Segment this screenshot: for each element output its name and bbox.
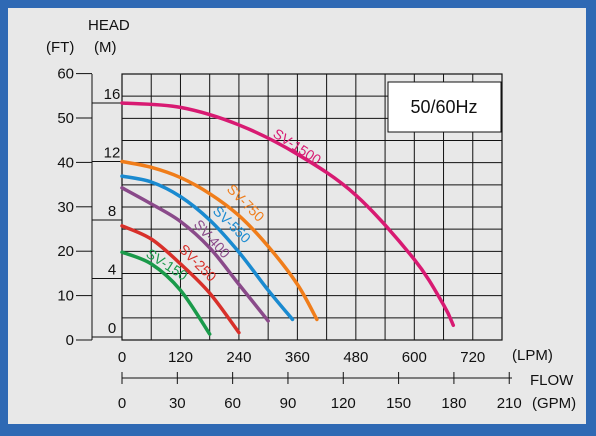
lpm-tick-label: 720 xyxy=(460,349,485,366)
gpm-tick-label: 210 xyxy=(497,395,522,412)
sv-750-curve xyxy=(120,159,319,322)
ft-tick-label: 30 xyxy=(57,199,74,216)
gpm-tick-label: 120 xyxy=(331,395,356,412)
lpm-tick-label: 120 xyxy=(168,349,193,366)
sv-150-curve xyxy=(120,250,212,336)
m-unit-label: (M) xyxy=(94,39,117,56)
m-tick-label: 4 xyxy=(108,262,116,279)
sv-550-curve xyxy=(120,174,295,322)
gpm-tick-label: 30 xyxy=(169,395,186,412)
m-tick-label: 8 xyxy=(108,203,116,220)
lpm-tick-label: 480 xyxy=(343,349,368,366)
head-axis-title: HEAD xyxy=(88,17,130,34)
sv-250-curve xyxy=(120,224,241,335)
gpm-tick-label: 0 xyxy=(118,395,126,412)
gpm-tick-label: 150 xyxy=(386,395,411,412)
plot-frame xyxy=(121,73,503,341)
lpm-unit-label: (LPM) xyxy=(512,347,553,364)
ft-tick-label: 20 xyxy=(57,243,74,260)
ft-tick-label: 0 xyxy=(66,332,74,349)
ft-tick-label: 40 xyxy=(57,154,74,171)
flow-axis-title: FLOW xyxy=(530,372,574,389)
frequency-box xyxy=(387,81,502,133)
lpm-tick-label: 240 xyxy=(226,349,251,366)
gpm-tick-label: 90 xyxy=(280,395,297,412)
lpm-tick-label: 360 xyxy=(285,349,310,366)
lpm-tick-label: 0 xyxy=(118,349,126,366)
gpm-tick-label: 60 xyxy=(224,395,241,412)
gpm-tick-label: 180 xyxy=(441,395,466,412)
lpm-tick-label: 600 xyxy=(402,349,427,366)
sv-1500-curve xyxy=(120,101,456,328)
m-tick-label: 12 xyxy=(104,145,121,162)
axes xyxy=(76,73,512,384)
m-tick-label: 16 xyxy=(104,86,121,103)
ft-tick-label: 50 xyxy=(57,110,74,127)
frequency-label: 50/60Hz xyxy=(410,97,477,117)
ft-unit-label: (FT) xyxy=(46,39,74,56)
m-tick-label: 0 xyxy=(108,320,116,337)
ft-tick-label: 10 xyxy=(57,288,74,305)
ft-tick-label: 60 xyxy=(57,66,74,83)
gpm-unit-label: (GPM) xyxy=(532,395,576,412)
sv-400-curve xyxy=(120,186,270,323)
